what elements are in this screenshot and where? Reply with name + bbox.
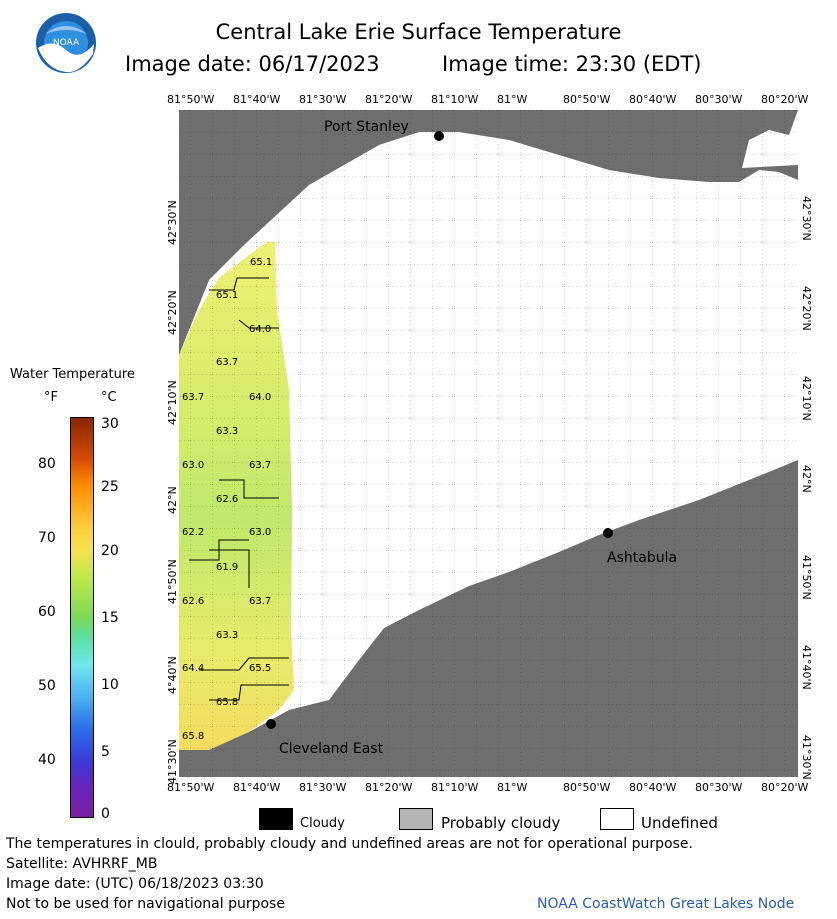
lon-tick-bottom: 80°20'W (761, 781, 809, 794)
lon-tick-top: 81°10'W (431, 93, 479, 106)
lake-map: Port Stanley Ashtabula Cleveland East 65… (179, 110, 798, 777)
temp-label: 65.1 (216, 290, 238, 301)
lon-tick-top: 81°W (497, 93, 528, 106)
c-tick: 25 (101, 479, 119, 495)
lat-tick-right: 41°30'N (800, 735, 813, 780)
color-scale-bar (70, 417, 94, 818)
lake-map-svg: Port Stanley Ashtabula Cleveland East 65… (179, 110, 798, 777)
temp-label: 65.1 (250, 257, 272, 268)
lat-tick-left: 42°20'N (166, 290, 179, 335)
lon-tick-top: 80°20'W (761, 93, 809, 106)
image-date: Image date: 06/17/2023 (125, 52, 380, 76)
lon-tick-bottom: 81°30'W (299, 781, 347, 794)
graticule (179, 110, 798, 777)
lon-tick-top: 81°50'W (167, 93, 215, 106)
temp-label: 63.3 (216, 630, 238, 641)
utc-date: Image date: (UTC) 06/18/2023 03:30 (6, 876, 264, 892)
lon-tick-bottom: 80°30'W (695, 781, 743, 794)
c-tick: 15 (101, 610, 119, 626)
noaa-logo-icon: NOAA (36, 13, 96, 73)
lat-tick-left: 41°30'N (166, 739, 179, 784)
c-tick: 30 (101, 416, 119, 432)
c-tick: 0 (101, 806, 110, 822)
svg-text:NOAA: NOAA (53, 38, 80, 48)
cloudy-label: Cloudy (300, 816, 345, 831)
lon-tick-top: 80°50'W (563, 93, 611, 106)
port-stanley-marker (434, 131, 444, 141)
lon-tick-bottom: 81°20'W (365, 781, 413, 794)
cloudy-swatch (259, 808, 293, 830)
f-tick: 70 (38, 530, 56, 546)
credit: NOAA CoastWatch Great Lakes Node (537, 896, 795, 912)
nav-warning: Not to be used for navigational purpose (6, 896, 285, 912)
c-tick: 10 (101, 677, 119, 693)
f-tick: 60 (38, 604, 56, 620)
f-tick: 40 (38, 752, 56, 768)
temp-label: 63.7 (182, 392, 204, 403)
lon-tick-top: 81°40'W (233, 93, 281, 106)
temp-label: 62.2 (182, 527, 204, 538)
image-time: Image time: 23:30 (EDT) (442, 52, 702, 76)
lat-tick-right: 41°50'N (800, 555, 813, 600)
lat-tick-left: 42°30'N (166, 200, 179, 245)
temp-label: 63.7 (249, 460, 271, 471)
temp-label: 65.8 (216, 697, 238, 708)
temp-label: 64.0 (249, 392, 271, 403)
lat-tick-left: 42°N (166, 486, 179, 514)
temp-label: 63.0 (249, 527, 271, 538)
f-tick: 80 (38, 456, 56, 472)
satellite-info: Satellite: AVHRRF_MB (6, 856, 158, 872)
lat-tick-right: 42°10'N (800, 376, 813, 421)
lon-tick-bottom: 81°W (497, 781, 528, 794)
lon-tick-top: 80°30'W (695, 93, 743, 106)
lat-tick-left: 42°10'N (166, 380, 179, 425)
lat-tick-left: 4°40'N (166, 656, 179, 694)
place-cleveland-east: Cleveland East (279, 741, 384, 757)
temp-label: 62.6 (182, 596, 204, 607)
noaa-logo: NOAA (35, 12, 97, 74)
c-tick: 5 (101, 744, 110, 760)
temp-label: 64.4 (182, 663, 204, 674)
legend-unit-c: °C (101, 390, 117, 405)
lon-tick-bottom: 81°40'W (233, 781, 281, 794)
cleveland-east-marker (266, 719, 276, 729)
probably-cloudy-swatch (399, 808, 433, 830)
place-ashtabula: Ashtabula (607, 550, 677, 566)
temp-label: 64.0 (249, 324, 271, 335)
legend-title: Water Temperature (10, 367, 135, 382)
temp-label: 65.5 (249, 663, 271, 674)
c-tick: 20 (101, 543, 119, 559)
lon-tick-top: 81°30'W (299, 93, 347, 106)
temp-label: 61.9 (216, 562, 238, 573)
lon-tick-bottom: 80°40'W (629, 781, 677, 794)
temp-label: 65.8 (182, 731, 204, 742)
lat-tick-right: 41°40'N (800, 645, 813, 690)
ashtabula-marker (603, 528, 613, 538)
lat-tick-right: 42°N (800, 465, 813, 493)
temp-label: 63.7 (249, 596, 271, 607)
undefined-label: Undefined (641, 814, 718, 832)
probably-cloudy-label: Probably cloudy (441, 814, 561, 832)
temp-label: 62.6 (216, 494, 238, 505)
page-title: Central Lake Erie Surface Temperature (215, 20, 622, 44)
lat-tick-right: 42°20'N (800, 286, 813, 331)
lon-tick-top: 80°40'W (629, 93, 677, 106)
lon-tick-bottom: 80°50'W (563, 781, 611, 794)
lon-tick-top: 81°20'W (365, 93, 413, 106)
lat-tick-right: 42°30'N (800, 196, 813, 241)
f-tick: 50 (38, 678, 56, 694)
lon-tick-bottom: 81°10'W (431, 781, 479, 794)
temp-label: 63.0 (182, 460, 204, 471)
lon-tick-bottom: 81°50'W (167, 781, 215, 794)
temp-label: 63.3 (216, 426, 238, 437)
legend-unit-f: °F (44, 390, 58, 405)
temp-label: 63.7 (216, 357, 238, 368)
temperature-labels: 65.1 65.1 64.0 63.7 63.7 64.0 63.3 63.0 … (182, 257, 272, 742)
lat-tick-left: 41°50'N (166, 559, 179, 604)
undefined-swatch (600, 808, 634, 830)
disclaimer: The temperatures in clould, probably clo… (6, 836, 693, 852)
place-port-stanley: Port Stanley (324, 119, 409, 135)
